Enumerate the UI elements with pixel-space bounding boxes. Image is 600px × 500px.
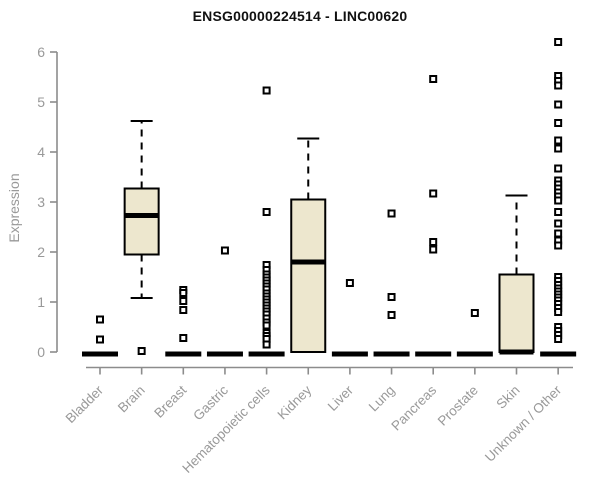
- outlier-point: [554, 144, 563, 153]
- outlier-point: [179, 297, 188, 305]
- median-line: [499, 349, 534, 355]
- x-axis-label: Liver: [325, 382, 357, 414]
- outlier-point: [220, 246, 229, 255]
- x-axis-label: Pancreas: [388, 382, 439, 433]
- x-axis-label: Skin: [493, 383, 522, 412]
- outlier-point: [554, 136, 563, 145]
- x-axis-label: Prostate: [435, 383, 481, 429]
- outlier-point: [96, 315, 104, 324]
- outlier-point: [387, 209, 396, 218]
- outlier-point: [554, 219, 563, 228]
- y-tick-label: 3: [37, 194, 45, 210]
- y-tick-label: 2: [37, 244, 45, 260]
- x-axis-label: Brain: [115, 383, 148, 416]
- outlier-point: [262, 340, 271, 349]
- zero-box-bar: [456, 351, 493, 357]
- outlier-point: [554, 335, 563, 343]
- box: [290, 198, 327, 353]
- outlier-point: [262, 86, 271, 95]
- x-axis-label: Bladder: [63, 382, 107, 426]
- outlier-point: [554, 241, 563, 250]
- outlier-point: [554, 208, 563, 216]
- box: [498, 273, 535, 353]
- y-tick-label: 6: [37, 44, 45, 60]
- zero-box-bar: [82, 351, 118, 357]
- y-tick-label: 4: [37, 144, 45, 160]
- outlier-point: [429, 189, 438, 198]
- zero-box-bar: [415, 351, 452, 357]
- outlier-point: [137, 347, 146, 355]
- outlier-point: [554, 164, 563, 173]
- outlier-point: [262, 321, 271, 330]
- outlier-point: [554, 308, 563, 316]
- outlier-point: [387, 311, 396, 319]
- x-axis-label: Kidney: [275, 382, 315, 422]
- zero-box-bar: [206, 351, 243, 357]
- zero-box-bar: [248, 351, 285, 357]
- zero-box-bar: [540, 351, 577, 357]
- median-line: [291, 259, 326, 265]
- zero-box-bar: [373, 351, 410, 357]
- median-line: [124, 213, 159, 218]
- outlier-point: [470, 309, 479, 317]
- outlier-point: [387, 293, 396, 301]
- x-axis-label: Breast: [151, 382, 189, 420]
- outlier-point: [179, 289, 188, 297]
- outlier-point: [96, 335, 104, 344]
- outlier-point: [554, 119, 563, 127]
- box: [123, 187, 160, 256]
- outlier-point: [554, 38, 563, 46]
- outlier-point: [554, 81, 563, 90]
- outlier-point: [429, 238, 438, 246]
- x-axis-label: Lung: [366, 383, 398, 415]
- y-tick-label: 5: [37, 94, 45, 110]
- x-axis-label: Gastric: [190, 382, 231, 423]
- outlier-point: [554, 100, 563, 109]
- outlier-point: [262, 208, 271, 216]
- outlier-point: [429, 75, 438, 83]
- outlier-point: [179, 334, 188, 342]
- x-axis-label: Unknown / Other: [482, 382, 565, 465]
- outlier-point: [429, 245, 438, 254]
- y-tick-label: 1: [37, 294, 45, 310]
- zero-box-bar: [165, 351, 202, 357]
- outlier-point: [554, 229, 563, 238]
- y-tick-label: 0: [37, 344, 45, 360]
- chart-title: ENSG00000224514 - LINC00620: [192, 8, 408, 24]
- outlier-point: [179, 306, 188, 314]
- outlier-point: [554, 196, 563, 205]
- outlier-point: [345, 279, 354, 287]
- zero-box-bar: [331, 351, 368, 357]
